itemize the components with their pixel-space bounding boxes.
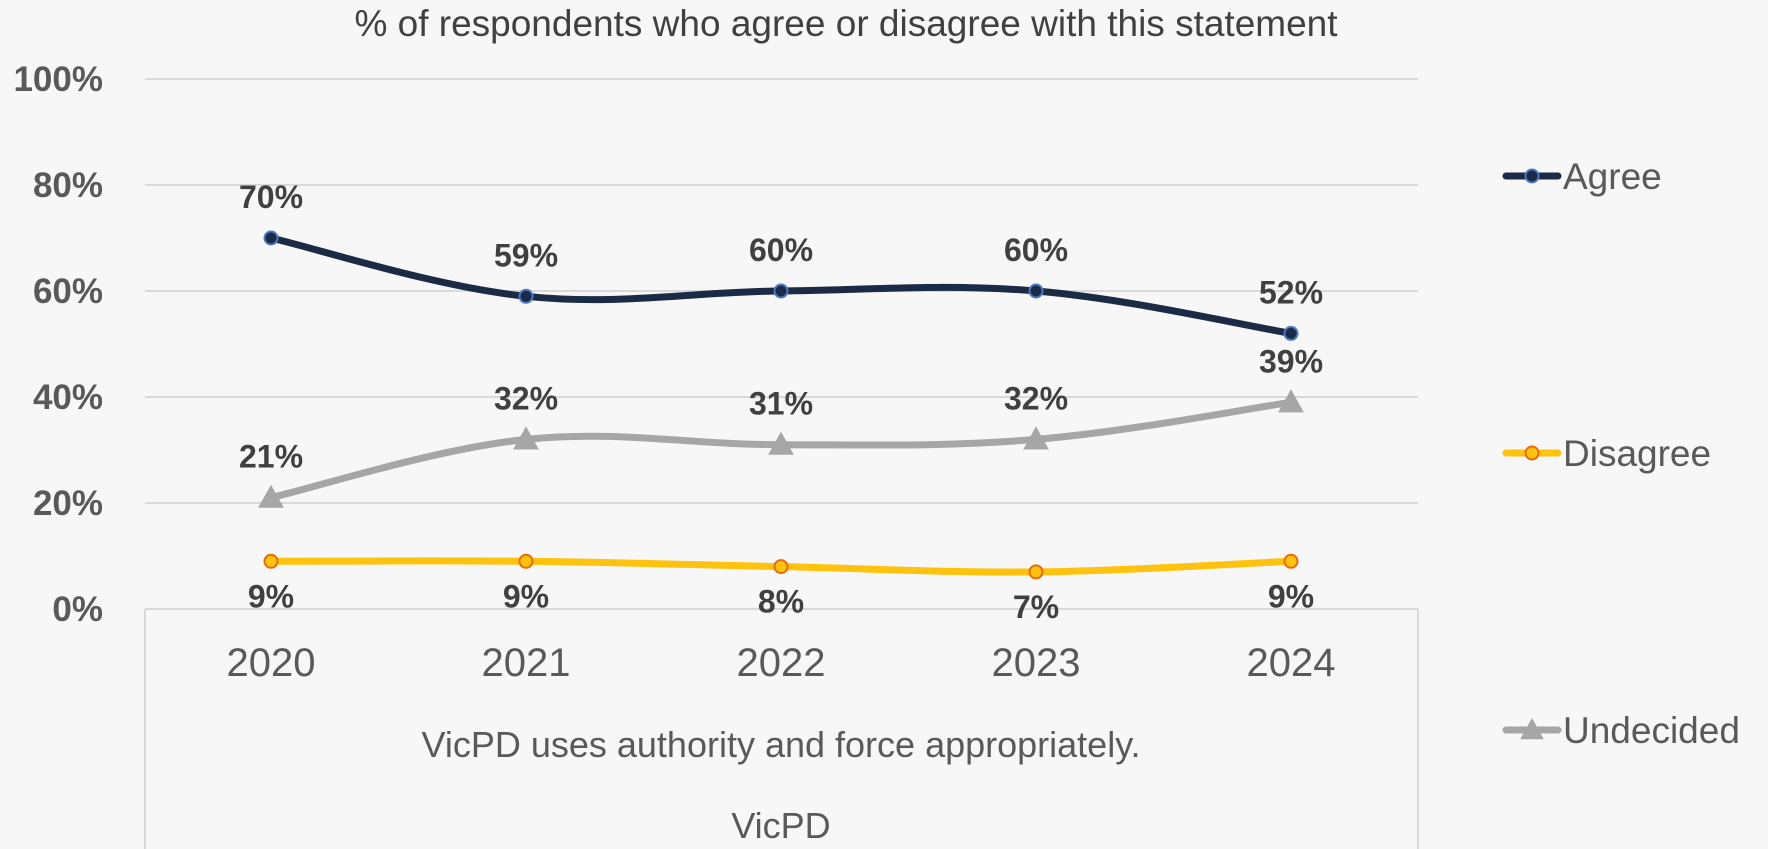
data-point-undecided	[1023, 426, 1049, 450]
data-label-disagree: 9%	[503, 578, 549, 614]
x-axis-group-label: VicPD uses authority and force appropria…	[421, 724, 1140, 765]
legend-marker-undecided	[1520, 717, 1544, 740]
x-axis-tick-labels: 2020 2021 2022 2023 2024	[227, 641, 1336, 685]
data-point-undecided	[1278, 389, 1304, 413]
y-tick-label: 20%	[33, 484, 103, 523]
series-undecided	[258, 389, 1304, 508]
chart-title: % of respondents who agree or disagree w…	[354, 3, 1338, 44]
data-point-disagree	[263, 553, 279, 569]
legend-label-undecided: Undecided	[1563, 710, 1740, 751]
x-tick-label: 2020	[227, 641, 316, 685]
series-layer	[258, 230, 1304, 580]
x-tick-label: 2024	[1247, 641, 1336, 685]
data-label-undecided: 32%	[494, 380, 558, 416]
data-label-agree: 60%	[749, 232, 813, 268]
series-agree	[263, 230, 1299, 341]
data-label-agree: 59%	[494, 237, 558, 273]
data-point-undecided	[768, 431, 794, 455]
data-label-agree: 52%	[1259, 274, 1323, 310]
data-label-agree: 60%	[1004, 232, 1068, 268]
y-axis-tick-labels: 0% 20% 40% 60% 80% 100%	[13, 60, 103, 629]
data-point-disagree	[1283, 553, 1299, 569]
legend: Agree Disagree Undecided	[1502, 156, 1740, 751]
data-label-disagree: 7%	[1013, 589, 1059, 625]
y-tick-label: 100%	[13, 60, 103, 99]
data-point-agree	[518, 288, 534, 304]
data-labels-layer: 21% 32% 31% 32% 39% 9% 9% 8% 7% 9% 70% 59% 60% 60% 52%	[239, 179, 1323, 625]
data-point-agree	[263, 230, 279, 246]
y-tick-label: 80%	[33, 166, 103, 205]
y-tick-label: 60%	[33, 272, 103, 311]
data-label-undecided: 21%	[239, 439, 303, 475]
legend-marker-agree	[1524, 168, 1540, 184]
data-label-agree: 70%	[239, 179, 303, 215]
data-point-disagree	[773, 559, 789, 575]
category-axis-frame	[144, 608, 1419, 849]
data-label-undecided: 31%	[749, 386, 813, 422]
data-label-undecided: 39%	[1259, 343, 1323, 379]
x-tick-label: 2021	[482, 641, 571, 685]
x-tick-label: 2022	[737, 641, 826, 685]
data-point-undecided	[258, 484, 284, 508]
data-label-disagree: 8%	[758, 584, 804, 620]
data-point-agree	[773, 283, 789, 299]
x-tick-label: 2023	[992, 641, 1081, 685]
data-label-disagree: 9%	[248, 578, 294, 614]
legend-item-agree: Agree	[1502, 156, 1662, 197]
data-point-undecided	[513, 426, 539, 450]
series-disagree	[263, 553, 1299, 580]
data-label-disagree: 9%	[1268, 578, 1314, 614]
data-point-agree	[1028, 283, 1044, 299]
y-tick-label: 0%	[52, 590, 103, 629]
data-point-disagree	[1028, 564, 1044, 580]
data-point-agree	[1283, 325, 1299, 341]
data-point-disagree	[518, 553, 534, 569]
x-axis-outer-label: VicPD	[731, 805, 830, 846]
legend-item-disagree: Disagree	[1502, 433, 1711, 474]
legend-label-agree: Agree	[1563, 156, 1662, 197]
legend-marker-disagree	[1524, 445, 1540, 461]
legend-item-undecided: Undecided	[1502, 710, 1740, 751]
legend-label-disagree: Disagree	[1563, 433, 1711, 474]
y-tick-label: 40%	[33, 378, 103, 417]
data-label-undecided: 32%	[1004, 380, 1068, 416]
